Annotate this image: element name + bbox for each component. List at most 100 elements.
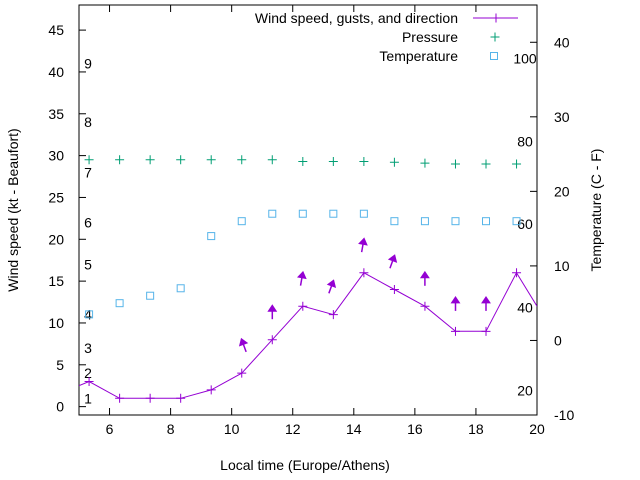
gust-arrow — [296, 270, 307, 286]
pressure-point — [206, 155, 216, 165]
pressure-point — [115, 155, 125, 165]
gust-arrow-head — [238, 337, 249, 347]
gust-arrow — [358, 237, 368, 253]
wind-speed-point — [420, 301, 430, 311]
legend-label-pressure: Pressure — [402, 29, 458, 45]
gust-arrow-head — [326, 279, 337, 288]
pressure-point — [145, 155, 155, 165]
pressure-point — [176, 155, 186, 165]
y-tick-label: 10 — [48, 315, 64, 331]
legend-label-wind: Wind speed, gusts, and direction — [255, 10, 458, 26]
beaufort-label: 6 — [84, 215, 92, 231]
pressure-point — [512, 159, 522, 169]
legend-swatch-temperature — [490, 52, 498, 60]
y-tick-label: 15 — [48, 273, 64, 289]
y2-tick-label: 0 — [554, 332, 562, 348]
y2-tick-label: -10 — [554, 407, 574, 423]
gust-arrow — [326, 279, 337, 294]
wind-speed-point — [298, 301, 308, 311]
wind-speed-point — [512, 268, 522, 278]
temperature-point — [482, 217, 491, 226]
beaufort-label: 4 — [84, 307, 92, 323]
beaufort-label: 7 — [84, 164, 92, 180]
x-tick-label: 6 — [106, 421, 114, 437]
gust-arrow-head — [267, 304, 278, 312]
x-tick-label: 16 — [407, 421, 423, 437]
beaufort-label: 8 — [84, 114, 92, 130]
wind-speed-point — [176, 393, 186, 403]
y-tick-label: 25 — [48, 189, 64, 205]
beaufort-label: 2 — [84, 365, 92, 381]
pressure-point — [328, 156, 338, 166]
gust-arrow-head — [419, 270, 430, 279]
x-axis-label: Local time (Europe/Athens) — [220, 457, 390, 473]
plot-frame — [78, 4, 538, 416]
temperature-point — [298, 209, 307, 218]
temperature-point — [390, 217, 399, 226]
wind-speed-point — [481, 326, 491, 336]
x-tick-label: 14 — [346, 421, 362, 437]
gust-arrow-head — [387, 254, 398, 263]
y-tick-label: 0 — [56, 399, 64, 415]
temperature-point — [207, 232, 216, 241]
legend: Wind speed, gusts, and direction Pressur… — [255, 10, 518, 64]
pressure-point — [450, 159, 460, 169]
beaufort-label: 1 — [84, 390, 92, 406]
wind-speed-point — [359, 268, 369, 278]
wind-speed-point — [145, 393, 155, 403]
y2-tick-label: 40 — [554, 34, 570, 50]
y-axis-label: Wind speed (kt - Beaufort) — [5, 128, 21, 291]
pressure-point — [420, 158, 430, 168]
wind-speed-point — [389, 284, 399, 294]
pressure-point — [267, 155, 277, 165]
y-tick-label: 20 — [48, 231, 64, 247]
plot-area — [79, 155, 537, 403]
pressure-point — [389, 157, 399, 167]
temperature-point — [420, 217, 429, 226]
temperature-point — [85, 310, 94, 319]
temperature-point — [176, 284, 185, 293]
y-tick-label: 35 — [48, 106, 64, 122]
fahrenheit-label: 20 — [517, 382, 533, 398]
pressure-point — [481, 159, 491, 169]
beaufort-label: 5 — [84, 256, 92, 272]
legend-swatch-wind-marker — [491, 13, 501, 23]
legend-label-temperature: Temperature — [379, 48, 458, 64]
gust-arrow-head — [450, 295, 461, 304]
temperature-point — [146, 291, 155, 300]
wind-speed-point — [328, 310, 338, 320]
temperature-point — [451, 217, 460, 226]
y2-axis-label: Temperature (C - F) — [588, 149, 604, 272]
temperature-point — [359, 209, 368, 218]
y-tick-label: 45 — [48, 22, 64, 38]
temperature-point — [268, 209, 277, 218]
axes-layer: 6 8 10 12 14 16 18 20051015202530354045-1001020… — [48, 5, 574, 437]
gust-arrow-head — [481, 295, 491, 304]
x-tick-label: 8 — [167, 421, 175, 437]
fahrenheit-label: 40 — [517, 300, 533, 316]
gust-arrow — [238, 337, 249, 353]
wind-speed-line — [79, 271, 537, 399]
gust-arrow — [387, 254, 398, 269]
pressure-point — [298, 156, 308, 166]
temperature-point — [329, 209, 338, 218]
temperature-point — [115, 299, 124, 308]
beaufort-label: 9 — [84, 56, 92, 72]
series-layer — [79, 155, 537, 403]
wind-speed-point — [450, 326, 460, 336]
wind-speed-point — [267, 335, 277, 345]
pressure-point — [237, 155, 247, 165]
y-tick-label: 5 — [56, 357, 64, 373]
y2-tick-label: 30 — [554, 109, 570, 125]
fahrenheit-label: 60 — [517, 216, 533, 232]
fahrenheit-label: 80 — [517, 133, 533, 149]
y-tick-label: 40 — [48, 64, 64, 80]
wind-speed-point — [206, 385, 216, 395]
gust-arrow — [267, 304, 278, 320]
legend-swatch-pressure — [490, 32, 500, 42]
y2-tick-label: 20 — [554, 183, 570, 199]
gust-arrow — [450, 295, 461, 311]
wind-speed-point — [84, 377, 94, 387]
x-tick-label: 20 — [529, 421, 545, 437]
